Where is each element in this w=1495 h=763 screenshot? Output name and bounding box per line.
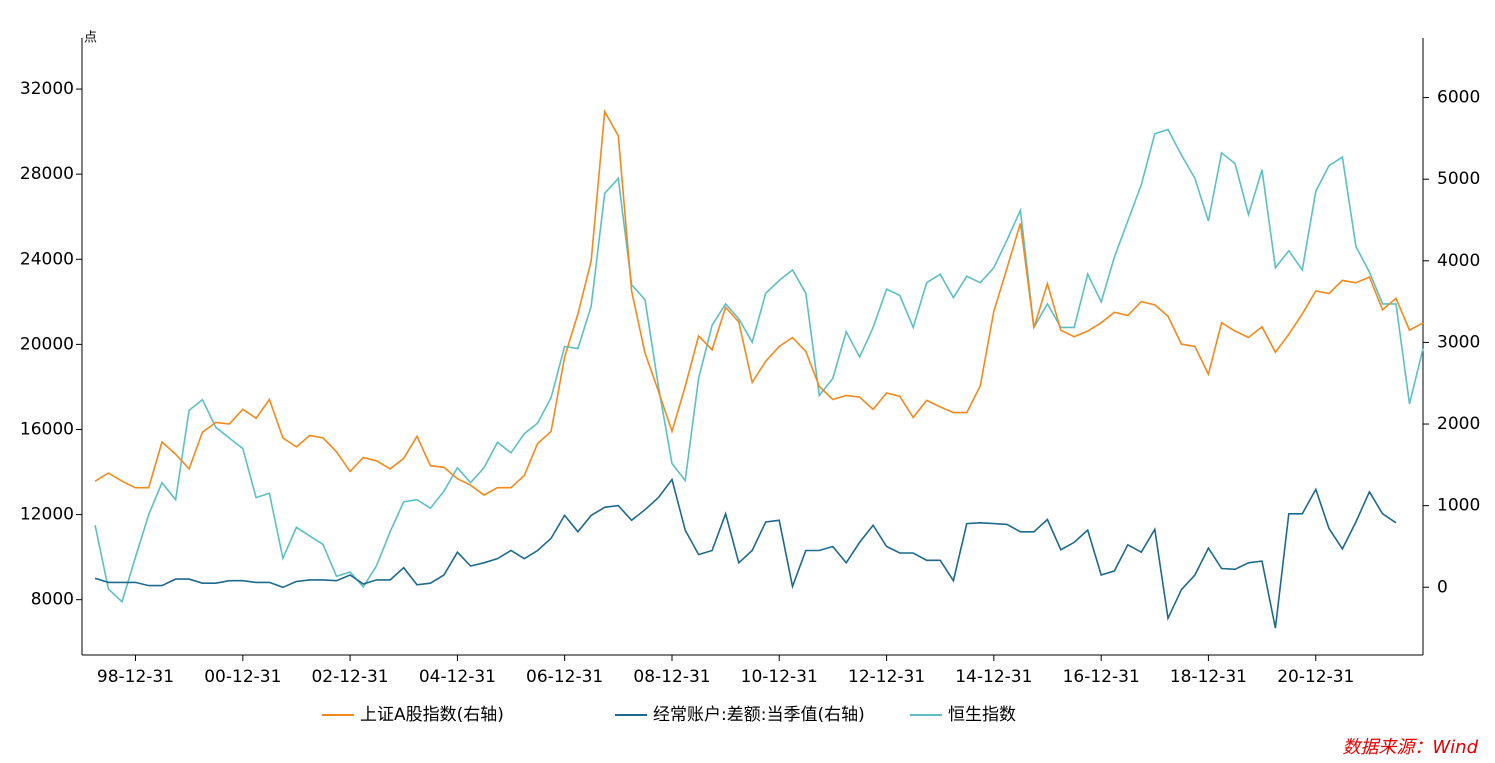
y-tick-label: 32000 bbox=[20, 79, 74, 99]
y-tick-label: 24000 bbox=[20, 249, 74, 269]
y-tick-label: 12000 bbox=[20, 505, 74, 525]
x-tick-label: 12-12-31 bbox=[848, 667, 925, 687]
series-line bbox=[94, 477, 1397, 629]
y2-tick-label: 5000 bbox=[1437, 169, 1480, 189]
y2-tick-label: 0 bbox=[1437, 577, 1448, 597]
source-note: 数据来源：Wind bbox=[1342, 737, 1478, 758]
y2-tick-label: 1000 bbox=[1437, 496, 1480, 516]
y-tick-label: 28000 bbox=[20, 164, 74, 184]
y2-tick-label: 2000 bbox=[1437, 414, 1480, 434]
legend-label: 上证A股指数(右轴) bbox=[360, 705, 504, 725]
series-line bbox=[94, 128, 1424, 604]
y-tick-label: 20000 bbox=[20, 334, 74, 354]
y-tick-label: 8000 bbox=[31, 590, 74, 610]
x-tick-label: 18-12-31 bbox=[1170, 667, 1247, 687]
y2-tick-label: 3000 bbox=[1437, 332, 1480, 352]
y-unit: 点 bbox=[84, 31, 97, 46]
x-tick-label: 08-12-31 bbox=[633, 667, 710, 687]
x-tick-label: 06-12-31 bbox=[526, 667, 603, 687]
y2-tick-label: 4000 bbox=[1437, 251, 1480, 271]
x-tick-label: 00-12-31 bbox=[204, 667, 281, 687]
legend-label: 恒生指数 bbox=[948, 705, 1016, 725]
series-line bbox=[94, 108, 1424, 496]
x-tick-label: 16-12-31 bbox=[1063, 667, 1140, 687]
x-tick-label: 14-12-31 bbox=[955, 667, 1032, 687]
legend-label: 经常账户:差额:当季值(右轴) bbox=[653, 705, 865, 725]
x-tick-label: 10-12-31 bbox=[741, 667, 818, 687]
x-tick-label: 20-12-31 bbox=[1277, 667, 1354, 687]
y2-tick-label: 6000 bbox=[1437, 88, 1480, 108]
x-tick-label: 98-12-31 bbox=[97, 667, 174, 687]
x-tick-label: 02-12-31 bbox=[311, 667, 388, 687]
x-tick-label: 04-12-31 bbox=[419, 667, 496, 687]
y-tick-label: 16000 bbox=[20, 419, 74, 439]
